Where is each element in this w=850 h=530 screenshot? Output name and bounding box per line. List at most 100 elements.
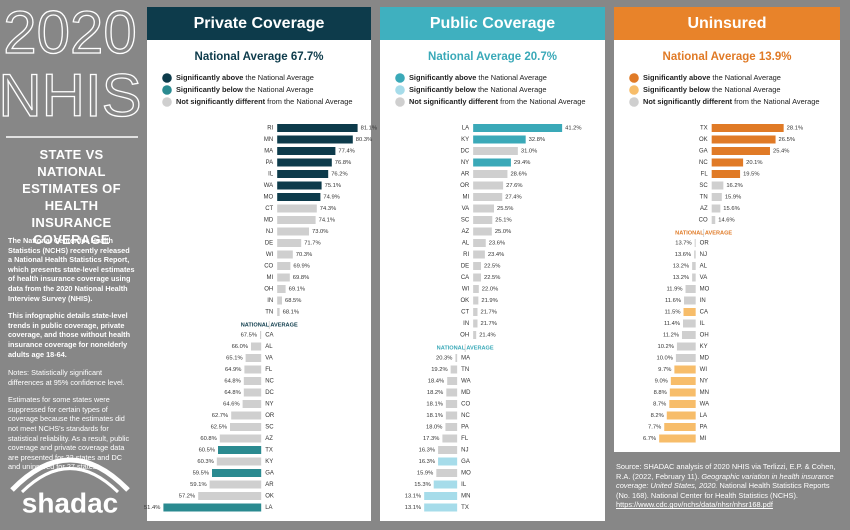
- state-label: WI: [700, 367, 708, 373]
- bar: [446, 388, 458, 397]
- bar: [666, 411, 696, 420]
- state-label: MA: [264, 149, 273, 155]
- value-label: 64.8%: [224, 379, 240, 385]
- state-label: FL: [701, 172, 709, 178]
- state-label: OH: [700, 333, 709, 339]
- bar: [277, 216, 316, 224]
- bar: [674, 365, 696, 374]
- value-label: 20.3%: [436, 356, 452, 362]
- state-label: CT: [461, 310, 469, 316]
- bar: [277, 147, 336, 155]
- bar: [664, 423, 696, 431]
- state-label: IL: [461, 482, 467, 488]
- bar: [669, 400, 696, 408]
- bar: [473, 273, 481, 282]
- value-label: 11.4%: [664, 321, 680, 327]
- value-label: 20.1%: [746, 160, 762, 166]
- state-label: TX: [265, 448, 273, 454]
- state-label: VA: [462, 206, 470, 212]
- state-label: TN: [461, 367, 469, 373]
- bar: [424, 492, 458, 500]
- panel-title: Public Coverage: [430, 15, 555, 32]
- state-label: IL: [268, 172, 274, 178]
- state-label: GA: [265, 471, 274, 477]
- bar: [473, 158, 511, 167]
- bar: [277, 273, 290, 282]
- bar: [445, 411, 458, 420]
- value-label: 14.6%: [718, 218, 734, 224]
- state-label: AZ: [265, 436, 273, 442]
- bar: [473, 319, 478, 328]
- notes: Notes: Statistically significant differe…: [8, 368, 135, 480]
- bar: [251, 342, 262, 351]
- source-text: Source: SHADAC analysis of 2020 NHIS via…: [616, 462, 836, 481]
- state-label: WA: [461, 379, 470, 385]
- bar: [473, 147, 518, 155]
- panel-header: [614, 7, 840, 40]
- legend-bold: Not significantly different: [643, 97, 733, 106]
- bar: [473, 204, 494, 213]
- bar: [694, 250, 696, 259]
- source-link[interactable]: https://www.cdc.gov/nchs/data/nhsr/nhsr1…: [616, 500, 773, 510]
- bar: [438, 446, 458, 454]
- bar: [218, 446, 262, 454]
- average-label: National Average 20.7%: [428, 51, 557, 63]
- average-label: National Average 67.7%: [195, 51, 324, 63]
- value-label: 8.8%: [654, 390, 667, 396]
- value-label: 11.6%: [665, 298, 681, 304]
- bar: [230, 423, 262, 431]
- state-label: GA: [699, 149, 708, 155]
- value-label: 65.1%: [226, 356, 242, 362]
- state-label: MD: [700, 356, 710, 362]
- state-label: DE: [265, 241, 273, 247]
- legend-bold: Significantly below: [643, 85, 710, 94]
- state-label: IN: [463, 321, 469, 327]
- value-label: 62.5%: [211, 425, 227, 431]
- state-label: FL: [265, 367, 273, 373]
- state-label: WI: [266, 252, 274, 258]
- state-label: AL: [265, 344, 273, 350]
- bar: [711, 193, 722, 201]
- bar: [438, 457, 458, 466]
- state-label: MO: [461, 471, 471, 477]
- value-label: 15.9%: [417, 471, 433, 477]
- state-label: RI: [463, 252, 469, 258]
- value-label: 15.3%: [414, 482, 430, 488]
- state-label: OR: [460, 183, 470, 189]
- intro: The National Center for Health Statistic…: [8, 236, 135, 367]
- value-label: 16.3%: [419, 448, 435, 454]
- state-label: MA: [461, 356, 470, 362]
- legend-bold: Significantly below: [176, 85, 243, 94]
- state-label: CO: [699, 218, 708, 224]
- bar: [473, 193, 503, 201]
- state-label: NY: [265, 402, 273, 408]
- average-marker: NATIONAL AVERAGE: [437, 345, 494, 351]
- state-label: CA: [461, 275, 469, 281]
- panel-title: Uninsured: [687, 15, 766, 32]
- legend-label: Significantly below the National Average: [643, 85, 780, 94]
- state-label: VA: [700, 275, 708, 281]
- state-label: WA: [264, 183, 273, 189]
- value-label: 57.2%: [179, 494, 195, 500]
- bar: [711, 204, 721, 213]
- value-label: 69.9%: [293, 264, 309, 270]
- state-label: MN: [461, 494, 470, 500]
- bar: [669, 388, 696, 397]
- bar: [445, 423, 458, 431]
- legend-swatch: [162, 73, 172, 83]
- state-label: OH: [460, 333, 469, 339]
- state-label: SC: [265, 425, 274, 431]
- legend-swatch: [162, 97, 172, 107]
- state-label: NY: [700, 379, 708, 385]
- legend-swatch: [629, 85, 639, 95]
- panel-header: [147, 7, 371, 40]
- panel-header: [380, 7, 605, 40]
- value-label: 28.6%: [510, 172, 526, 178]
- value-label: 70.3%: [296, 252, 312, 258]
- state-label: LA: [265, 505, 272, 511]
- state-label: AZ: [461, 229, 469, 235]
- value-label: 51.4%: [144, 505, 160, 511]
- state-label: NC: [265, 379, 274, 385]
- state-label: IN: [700, 298, 706, 304]
